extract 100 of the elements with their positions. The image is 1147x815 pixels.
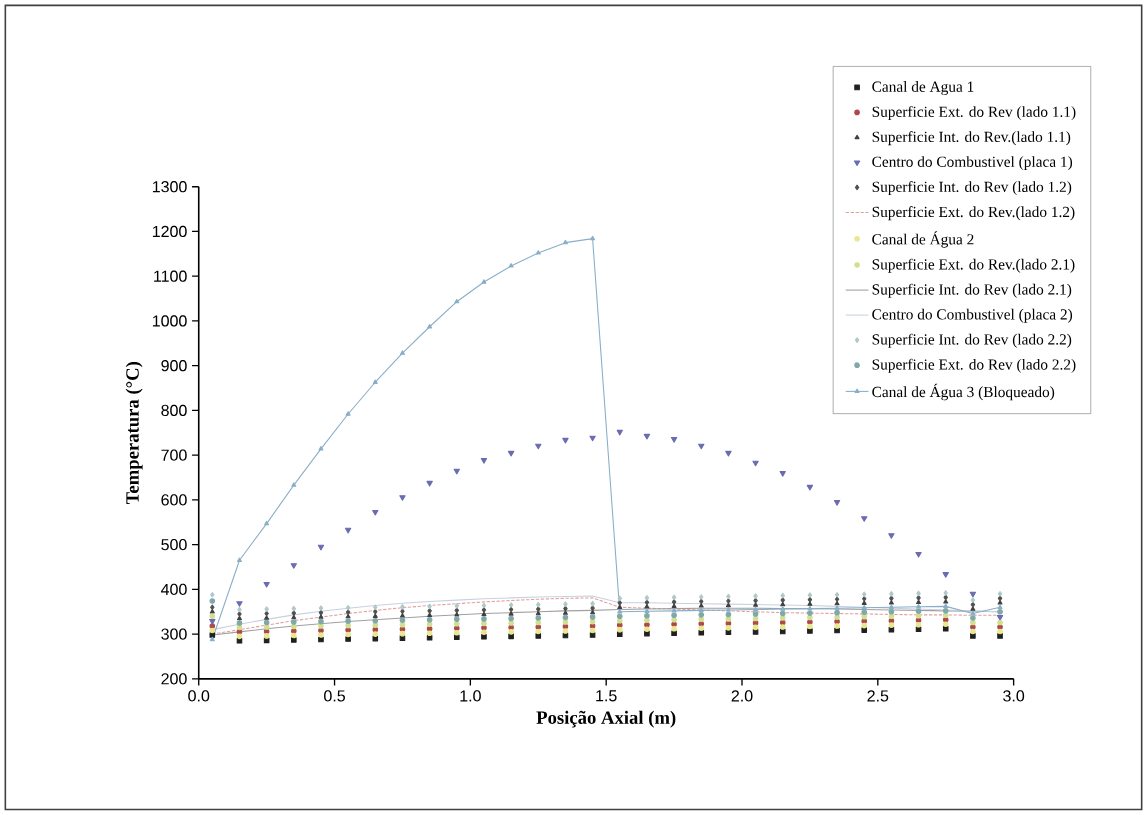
point (834, 596, 840, 603)
point (644, 599, 650, 606)
point (236, 557, 242, 563)
point (481, 279, 487, 284)
point (915, 608, 922, 615)
point (590, 605, 595, 612)
point (780, 606, 786, 611)
point (291, 637, 297, 643)
point (753, 602, 759, 607)
point (834, 623, 840, 629)
point (481, 629, 487, 636)
point (752, 611, 759, 617)
point (671, 594, 677, 601)
point (372, 631, 379, 637)
point (970, 619, 976, 626)
point (671, 603, 677, 609)
point (807, 592, 813, 599)
legend-label: Superficie Int. do Rev.(lado 1.1) (872, 131, 1071, 146)
point (997, 633, 1003, 639)
point (400, 608, 405, 615)
point (780, 592, 785, 599)
x-tick-label: 2.0 (731, 690, 753, 702)
point (943, 594, 948, 601)
point (399, 630, 406, 637)
legend-label: Canal de Água 2 (872, 231, 974, 248)
point (562, 437, 569, 444)
point (725, 625, 732, 631)
y-tick-label: 400 (161, 583, 187, 596)
point (997, 591, 1003, 597)
point (454, 603, 460, 609)
point (291, 610, 297, 616)
point (508, 620, 514, 626)
point (671, 612, 677, 619)
point (589, 618, 596, 625)
point (970, 601, 976, 608)
point (671, 617, 677, 623)
point (209, 636, 215, 642)
point (317, 544, 325, 551)
point (210, 604, 215, 611)
point (400, 604, 405, 610)
point (916, 604, 922, 609)
point (752, 615, 759, 622)
point (698, 603, 704, 608)
point (236, 615, 242, 621)
point (779, 624, 786, 630)
point (563, 605, 568, 612)
point (807, 605, 813, 611)
point (209, 619, 216, 625)
legend-label: Superficie Int. do Rev (lado 1.2) (872, 181, 1072, 196)
point (725, 602, 731, 608)
point (264, 606, 269, 612)
point (970, 628, 976, 635)
point (345, 636, 351, 642)
point (671, 625, 677, 632)
point (480, 458, 488, 464)
legend-label: Superficie Ext. do Rev.(lado 2.1) (872, 258, 1075, 273)
point (291, 482, 297, 487)
point (807, 628, 813, 634)
point (834, 605, 840, 610)
legend-label: Superficie Int. do Rev (lado 2.2) (872, 333, 1072, 348)
point (453, 616, 460, 623)
point (670, 437, 678, 443)
y-tick-label: 800 (161, 404, 187, 417)
point (345, 411, 351, 416)
point (916, 599, 922, 605)
point (210, 591, 215, 598)
point (399, 350, 405, 355)
point (589, 614, 596, 620)
point (427, 323, 433, 329)
point (970, 633, 976, 639)
point (508, 606, 514, 613)
point (725, 629, 732, 636)
legend-label: Superficie Ext. do Rev.(lado 1.2) (872, 206, 1075, 221)
point (861, 627, 868, 633)
point (616, 613, 623, 620)
point (427, 608, 432, 614)
point (698, 630, 705, 636)
point (291, 632, 297, 639)
point (507, 450, 515, 457)
point (590, 235, 596, 241)
point (426, 634, 433, 641)
point (861, 600, 867, 605)
point (535, 443, 542, 450)
point (888, 622, 895, 629)
point (807, 614, 813, 621)
y-tick-label: 600 (161, 494, 187, 506)
point (345, 604, 351, 611)
point (318, 446, 324, 451)
point (427, 603, 432, 610)
point (861, 613, 868, 620)
point (318, 618, 324, 625)
point (617, 595, 622, 602)
point (536, 601, 541, 608)
point (970, 615, 976, 621)
point (426, 630, 433, 637)
point (997, 628, 1003, 635)
point (345, 609, 351, 616)
point (970, 624, 976, 630)
point (644, 595, 650, 601)
x-tick-label: 0.5 (324, 690, 345, 702)
